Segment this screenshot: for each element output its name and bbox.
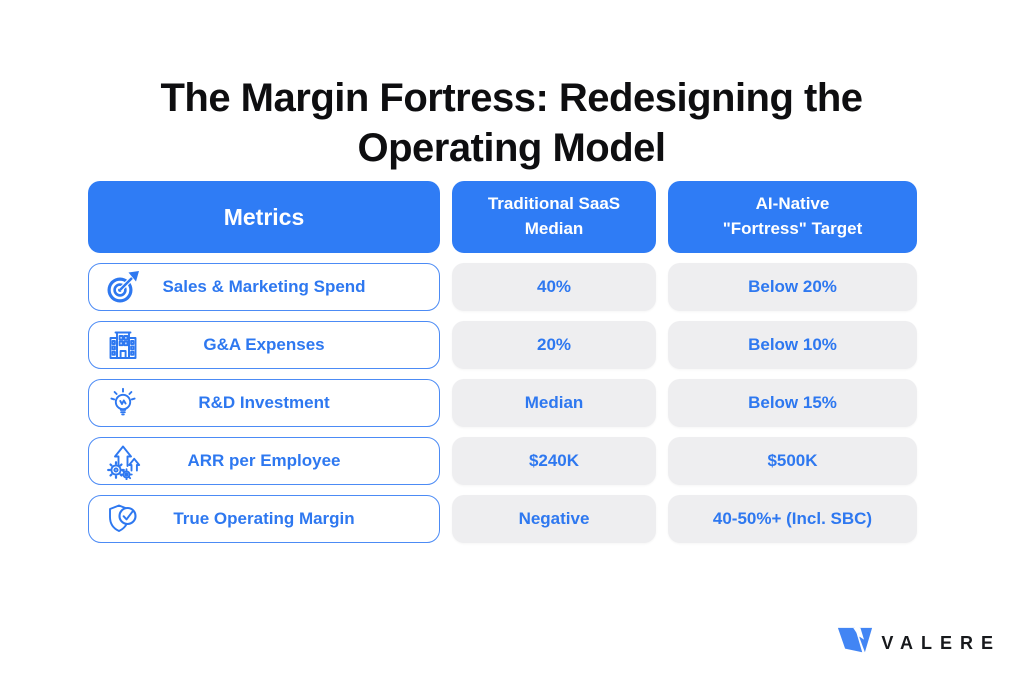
table-cell-target-ga-expenses: Below 10%	[668, 321, 917, 369]
valere-logo-text: VALERE	[881, 632, 1001, 653]
table-cell-traditional-sales-marketing: 40%	[452, 263, 656, 311]
valere-logo-mark-icon	[837, 627, 873, 659]
table-cell-target-sales-marketing: Below 20%	[668, 263, 917, 311]
table-cell-traditional-true-operating-margin: Negative	[452, 495, 656, 543]
growth-gears-icon	[104, 442, 142, 480]
valere-logo: VALERE	[837, 627, 993, 659]
column-header-target-line1: AI-Native	[755, 194, 830, 214]
table-cell-traditional-arr-per-employee: $240K	[452, 437, 656, 485]
column-header-metrics-label: Metrics	[223, 203, 305, 230]
column-header-ai-native-target: AI-Native "Fortress" Target	[668, 181, 917, 253]
table-cell-traditional-rd-investment: Median	[452, 379, 656, 427]
page-title: The Margin Fortress: Redesigning the Ope…	[0, 73, 1023, 174]
metric-label: R&D Investment	[198, 393, 330, 412]
page-title-line2: Operating Model	[357, 126, 666, 171]
office-building-icon	[104, 326, 142, 364]
table-cell-target-arr-per-employee: $500K	[668, 437, 917, 485]
metric-label: Sales & Marketing Spend	[162, 277, 366, 296]
table-cell-target-true-operating-margin: 40-50%+ (Incl. SBC)	[668, 495, 917, 543]
comparison-table: Metrics Traditional SaaS Median AI-Nativ…	[88, 181, 917, 543]
table-row-metric-ga-expenses: G&A Expenses	[88, 321, 440, 369]
target-arrow-icon	[104, 268, 142, 306]
metric-label: ARR per Employee	[187, 451, 341, 470]
table-cell-target-rd-investment: Below 15%	[668, 379, 917, 427]
page-title-line1: The Margin Fortress: Redesigning the	[160, 75, 863, 120]
column-header-target-line2: "Fortress" Target	[722, 219, 863, 238]
lightbulb-idea-icon	[104, 384, 142, 422]
table-row-metric-sales-marketing: Sales & Marketing Spend	[88, 263, 440, 311]
shield-check-icon	[104, 500, 142, 538]
column-header-traditional-saas: Traditional SaaS Median	[452, 181, 656, 253]
metric-label: True Operating Margin	[173, 509, 355, 528]
table-row-metric-arr-per-employee: ARR per Employee	[88, 437, 440, 485]
column-header-traditional-line2: Median	[524, 219, 584, 238]
metric-label: G&A Expenses	[203, 335, 325, 354]
table-cell-traditional-ga-expenses: 20%	[452, 321, 656, 369]
column-header-traditional-line1: Traditional SaaS	[487, 194, 621, 214]
table-row-metric-rd-investment: R&D Investment	[88, 379, 440, 427]
column-header-metrics: Metrics	[88, 181, 440, 253]
table-row-metric-true-operating-margin: True Operating Margin	[88, 495, 440, 543]
